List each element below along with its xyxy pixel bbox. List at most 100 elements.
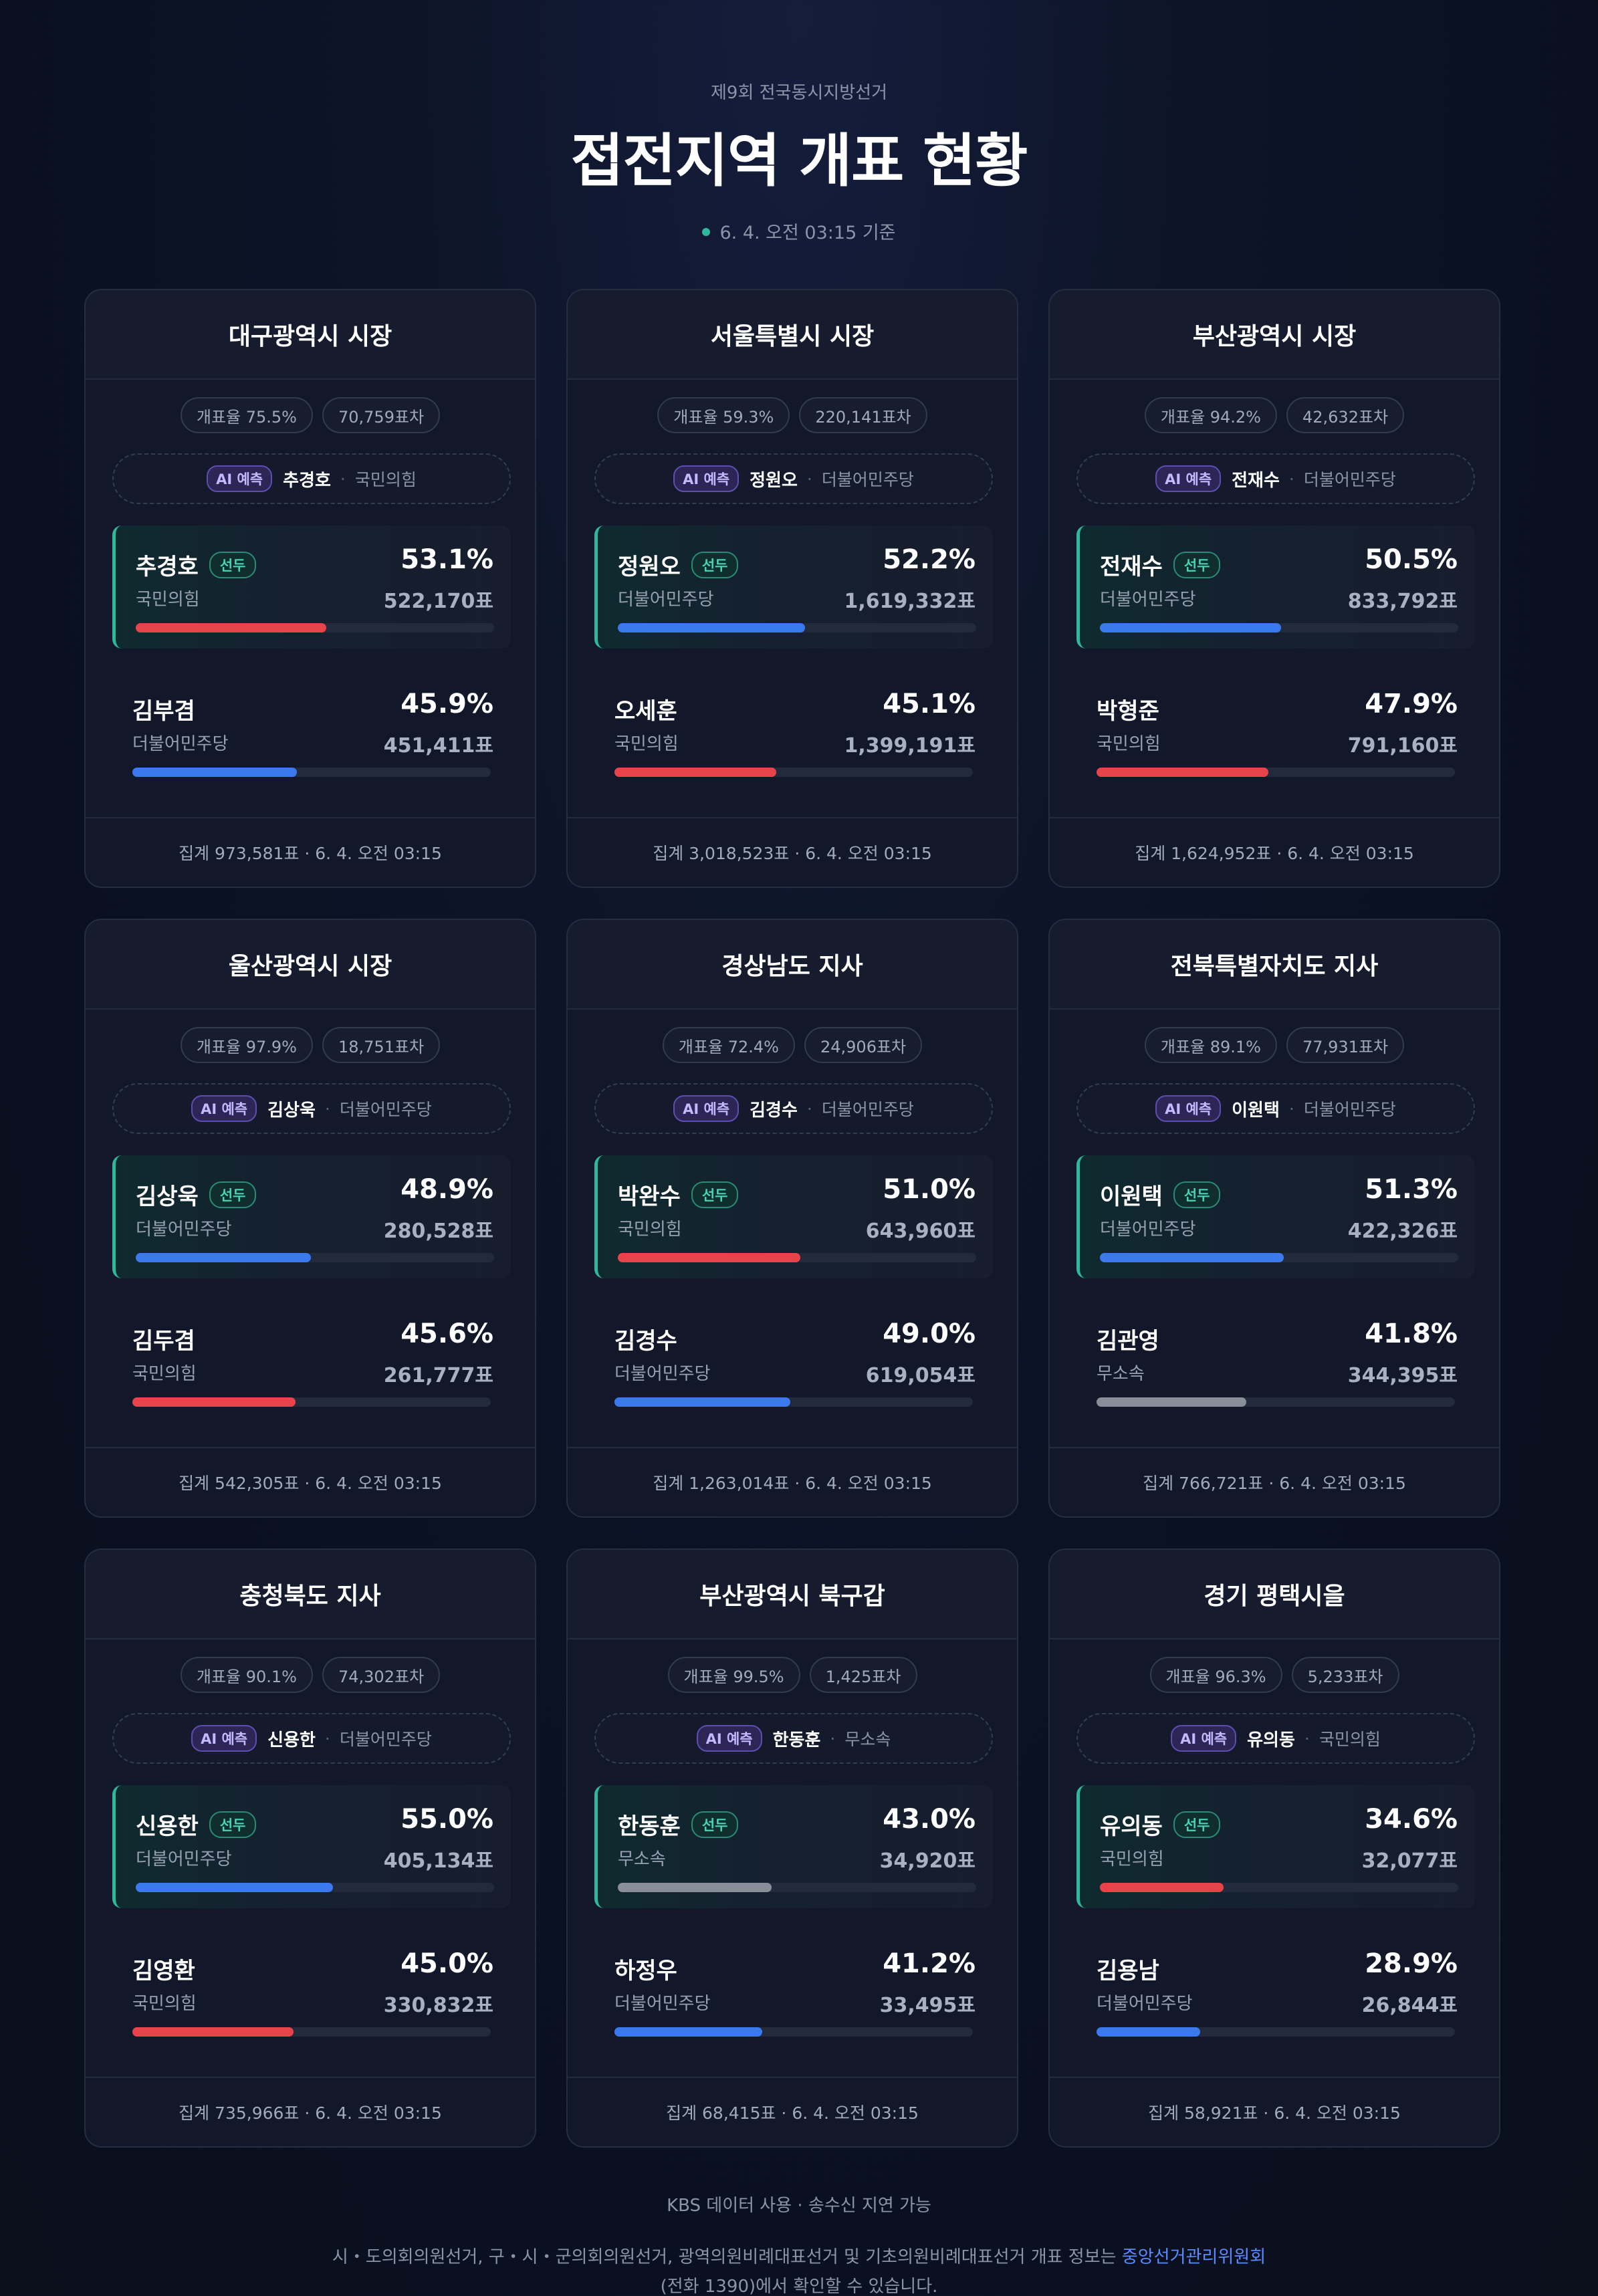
vote-bar-track — [1100, 1883, 1458, 1892]
lead-candidate: 정원오 선두 52.2% 더불어민주당 1,619,332표 — [594, 526, 993, 649]
footer-note-text: 시・도의회의원선거, 구・시・군의회의원선거, 광역의원비례대표선거 및 기초의… — [332, 2247, 1122, 2267]
ai-predicted-name: 김경수 — [750, 1100, 798, 1121]
vote-bar-track — [132, 2027, 491, 2037]
count-rate-chip: 개표율 99.5% — [667, 1657, 800, 1693]
ai-predicted-party: 더불어민주당 — [1303, 1100, 1396, 1119]
candidate-party: 국민의힘 — [1100, 1849, 1164, 1869]
ai-predicted-name: 한동훈 — [772, 1730, 821, 1750]
candidate-party: 국민의힘 — [614, 734, 679, 754]
vote-bar-track — [1097, 1397, 1455, 1407]
race-stats: 개표율 99.5% 1,425표차 — [568, 1657, 1017, 1693]
vote-bar-fill — [618, 623, 805, 633]
vote-bar-track — [136, 1883, 494, 1892]
race-stats: 개표율 94.2% 42,632표차 — [1050, 397, 1499, 433]
footer-note-suffix: (전화 1390)에서 확인할 수 있습니다. — [660, 2277, 938, 2296]
ai-predicted-party: 더불어민주당 — [821, 470, 914, 489]
vote-bar-fill — [1100, 623, 1281, 633]
ai-prediction-badge: AI 예측 — [191, 1095, 257, 1122]
second-candidate: 김부겸 45.9% 더불어민주당 451,411표 — [112, 670, 511, 793]
second-candidate: 김관영 41.8% 무소속 344,395표 — [1076, 1300, 1475, 1423]
separator-dot: · — [830, 1728, 836, 1748]
separator-dot: · — [1304, 1728, 1310, 1748]
vote-count: 405,134표 — [383, 1849, 493, 1873]
vote-bar-track — [136, 1253, 494, 1262]
vote-gap-chip: 74,302표차 — [322, 1657, 441, 1693]
vote-count: 1,619,332표 — [844, 590, 976, 613]
race-card[interactable]: 울산광역시 시장 개표율 97.9% 18,751표차 AI 예측 김상욱 · … — [84, 919, 536, 1518]
race-card[interactable]: 경상남도 지사 개표율 72.4% 24,906표차 AI 예측 김경수 · 더… — [566, 919, 1018, 1518]
count-rate-chip: 개표율 59.3% — [657, 397, 790, 433]
candidate-party: 국민의힘 — [618, 1220, 682, 1240]
race-card[interactable]: 경기 평택시을 개표율 96.3% 5,233표차 AI 예측 유의동 · 국민… — [1048, 1548, 1500, 2148]
second-candidate: 김두겸 45.6% 국민의힘 261,777표 — [112, 1300, 511, 1423]
lead-badge: 선두 — [209, 1181, 257, 1208]
vote-bar-fill — [1097, 768, 1268, 777]
candidate-party: 더불어민주당 — [618, 590, 714, 610]
vote-bar-track — [614, 1397, 973, 1407]
candidate-party: 더불어민주당 — [132, 734, 229, 754]
update-timestamp: 6. 4. 오전 03:15 기준 — [0, 218, 1598, 244]
ai-predicted-party: 국민의힘 — [354, 470, 417, 489]
candidate-party: 더불어민주당 — [1100, 1220, 1196, 1240]
ai-prediction-badge: AI 예측 — [1171, 1725, 1237, 1752]
ai-predicted-name: 김상욱 — [267, 1100, 316, 1121]
nec-link[interactable]: 중앙선거관리위원회 — [1121, 2247, 1266, 2267]
race-stats: 개표율 75.5% 70,759표차 — [86, 397, 535, 433]
lead-badge: 선두 — [691, 1811, 739, 1838]
ai-predicted-party: 무소속 — [844, 1730, 891, 1749]
separator-dot: · — [1288, 1099, 1294, 1119]
ai-prediction: AI 예측 전재수 · 더불어민주당 — [1076, 453, 1475, 504]
race-card[interactable]: 부산광역시 북구갑 개표율 99.5% 1,425표차 AI 예측 한동훈 · … — [566, 1548, 1018, 2148]
vote-count: 451,411표 — [383, 734, 493, 758]
lead-candidate: 신용한 선두 55.0% 더불어민주당 405,134표 — [112, 1785, 511, 1908]
vote-bar-fill — [1100, 1883, 1224, 1892]
race-card[interactable]: 부산광역시 시장 개표율 94.2% 42,632표차 AI 예측 전재수 · … — [1048, 289, 1500, 888]
candidate-name: 김부겸 — [132, 698, 195, 725]
race-stats: 개표율 89.1% 77,931표차 — [1050, 1027, 1499, 1063]
ai-prediction: AI 예측 유의동 · 국민의힘 — [1076, 1713, 1475, 1764]
vote-bar-track — [618, 1253, 976, 1262]
candidate-name-row: 정원오 선두 — [618, 548, 739, 581]
candidate-name-row: 김영환 — [132, 1952, 195, 1985]
count-rate-chip: 개표율 89.1% — [1144, 1027, 1277, 1063]
vote-gap-chip: 24,906표차 — [804, 1027, 923, 1063]
vote-bar-fill — [614, 768, 776, 777]
separator-dot: · — [340, 469, 346, 489]
vote-percent: 51.0% — [883, 1174, 976, 1205]
candidate-name: 오세훈 — [614, 698, 677, 725]
race-card[interactable]: 전북특별자치도 지사 개표율 89.1% 77,931표차 AI 예측 이원택 … — [1048, 919, 1500, 1518]
candidate-name: 김관영 — [1097, 1328, 1159, 1355]
ai-prediction-badge: AI 예측 — [207, 465, 273, 492]
vote-percent: 34.6% — [1365, 1804, 1458, 1835]
tally-footer: 집계 1,263,014표 · 6. 4. 오전 03:15 — [568, 1447, 1017, 1516]
race-stats: 개표율 96.3% 5,233표차 — [1050, 1657, 1499, 1693]
vote-percent: 41.2% — [883, 1948, 976, 1979]
vote-count: 33,495표 — [879, 1994, 976, 2017]
ai-prediction: AI 예측 이원택 · 더불어민주당 — [1076, 1083, 1475, 1134]
race-card[interactable]: 충청북도 지사 개표율 90.1% 74,302표차 AI 예측 신용한 · 더… — [84, 1548, 536, 2148]
vote-count: 1,399,191표 — [844, 734, 976, 758]
candidate-name: 하정우 — [614, 1958, 677, 1984]
vote-count: 280,528표 — [383, 1220, 493, 1243]
vote-bar-fill — [1097, 2027, 1200, 2037]
race-card[interactable]: 대구광역시 시장 개표율 75.5% 70,759표차 AI 예측 추경호 · … — [84, 289, 536, 888]
race-title: 경기 평택시을 — [1050, 1550, 1499, 1639]
candidate-party: 국민의힘 — [132, 1994, 197, 2014]
lead-badge: 선두 — [1173, 1181, 1221, 1208]
candidate-party: 더불어민주당 — [136, 1849, 232, 1869]
vote-percent: 28.9% — [1365, 1948, 1458, 1979]
vote-bar-track — [132, 1397, 491, 1407]
candidate-name: 김상욱 — [136, 1183, 199, 1210]
count-rate-chip: 개표율 72.4% — [662, 1027, 795, 1063]
candidate-party: 더불어민주당 — [136, 1220, 232, 1240]
candidate-name: 김두겸 — [132, 1328, 195, 1355]
race-title: 충청북도 지사 — [86, 1550, 535, 1639]
ai-prediction: AI 예측 정원오 · 더불어민주당 — [594, 453, 993, 504]
vote-percent: 53.1% — [401, 544, 493, 575]
race-card[interactable]: 서울특별시 시장 개표율 59.3% 220,141표차 AI 예측 정원오 ·… — [566, 289, 1018, 888]
lead-candidate: 박완수 선두 51.0% 국민의힘 643,960표 — [594, 1155, 993, 1278]
live-dot-icon — [702, 227, 711, 236]
lead-candidate: 추경호 선두 53.1% 국민의힘 522,170표 — [112, 526, 511, 649]
lead-candidate: 김상욱 선두 48.9% 더불어민주당 280,528표 — [112, 1155, 511, 1278]
vote-bar-fill — [136, 1883, 333, 1892]
